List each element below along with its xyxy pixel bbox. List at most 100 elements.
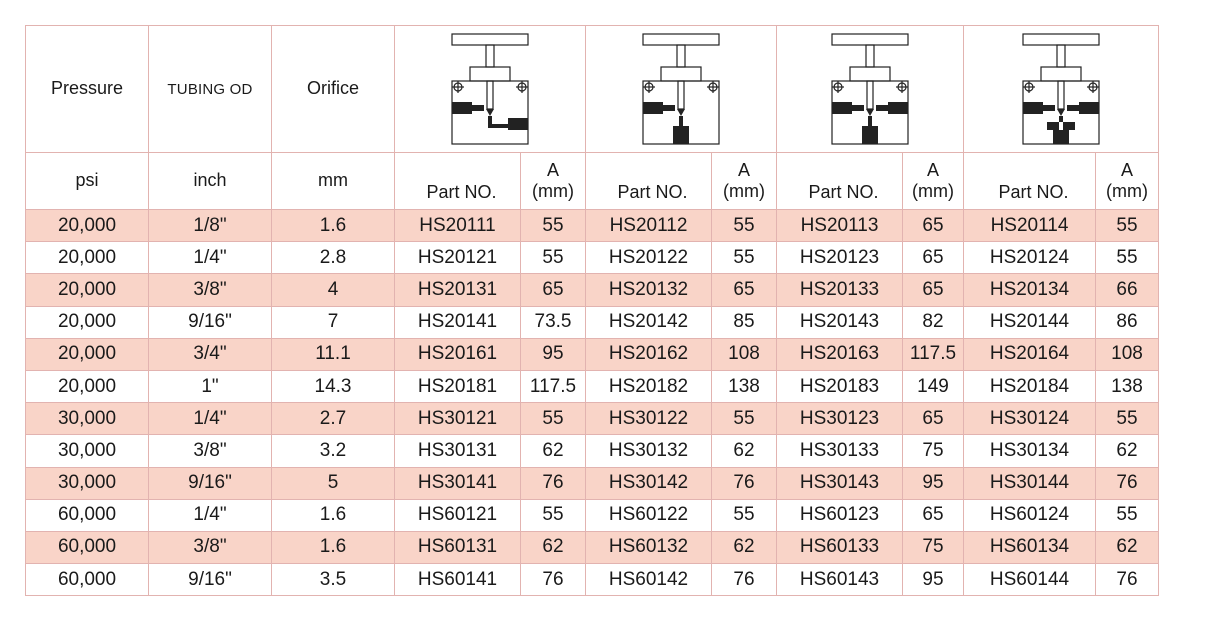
- part-no-cell: HS30124: [963, 402, 1096, 436]
- dimension-a-cell: 73.5: [520, 305, 586, 339]
- pressure-header-label: Pressure: [50, 78, 124, 98]
- tubing-od-cell: 1": [148, 369, 272, 404]
- dimension-a-cell: 55: [520, 402, 586, 436]
- orifice-cell: 3.5: [271, 563, 395, 597]
- part-no-cell: HS30143: [776, 466, 903, 500]
- pressure-cell: 30,000: [25, 434, 149, 468]
- tubing-od-cell: 1/4": [148, 402, 272, 436]
- dimension-a-cell: 138: [1095, 369, 1159, 404]
- psi-unit: psi: [25, 152, 149, 210]
- table-row: 30,000 1/4" 2.7 HS30121 55 HS30122 55 HS30123 65…: [25, 402, 1159, 436]
- table-row: 20,000 1/4" 2.8 HS20121 55 HS20122 55 HS20123 65…: [25, 241, 1159, 275]
- part-no-cell: HS20143: [776, 305, 903, 339]
- tubing-od-cell: 3/4": [148, 337, 272, 371]
- part-no-header-3: Part NO.: [776, 152, 903, 210]
- tubing-od-cell: 3/8": [148, 530, 272, 565]
- part-no-cell: HS20113: [776, 208, 903, 243]
- dimension-a-cell: 65: [902, 402, 964, 436]
- tubing-od-header: TUBING OD: [148, 25, 272, 153]
- orifice-header: Orifice: [271, 25, 395, 153]
- part-no-cell: HS30121: [394, 402, 521, 436]
- dimension-a-cell: 62: [520, 530, 586, 565]
- dimension-a-cell: 55: [520, 241, 586, 275]
- part-no-cell: HS30131: [394, 434, 521, 468]
- part-no-cell: HS60131: [394, 530, 521, 565]
- part-no-cell: HS20182: [585, 369, 712, 404]
- part-no-cell: HS20131: [394, 273, 521, 307]
- dimension-a-cell: 62: [711, 530, 777, 565]
- valve-spec-table: Pressure TUBING OD Orifice: [25, 25, 1159, 597]
- dimension-a-cell: 76: [1095, 466, 1159, 500]
- part-no-cell: HS60133: [776, 530, 903, 565]
- header-row: Pressure TUBING OD Orifice: [25, 25, 1159, 153]
- dimension-a-cell: 62: [520, 434, 586, 468]
- dimension-a-cell: 95: [520, 337, 586, 371]
- dimension-a-cell: 82: [902, 305, 964, 339]
- dimension-a-cell: 66: [1095, 273, 1159, 307]
- part-no-cell: HS60143: [776, 563, 903, 597]
- part-no-label: Part NO.: [617, 181, 688, 202]
- inch-unit: inch: [148, 152, 272, 210]
- part-no-cell: HS60124: [963, 498, 1096, 532]
- dimension-a-cell: 65: [902, 273, 964, 307]
- dimension-a-cell: 75: [902, 434, 964, 468]
- part-no-label: Part NO.: [998, 181, 1069, 202]
- dimension-a-cell: 65: [520, 273, 586, 307]
- part-no-cell: HS30132: [585, 434, 712, 468]
- unit-row: psi inch mm Part NO. A (mm) Part NO. A (mm…: [25, 152, 1159, 210]
- part-no-cell: HS20184: [963, 369, 1096, 404]
- valve-diagram-3-icon: [831, 33, 909, 145]
- orifice-cell: 3.2: [271, 434, 395, 468]
- part-no-header-2: Part NO.: [585, 152, 712, 210]
- part-no-cell: HS60121: [394, 498, 521, 532]
- part-no-cell: HS60141: [394, 563, 521, 597]
- a-label: A: [1120, 160, 1133, 180]
- part-no-cell: HS60144: [963, 563, 1096, 597]
- dimension-a-cell: 62: [1095, 530, 1159, 565]
- part-no-header-4: Part NO.: [963, 152, 1096, 210]
- part-no-label: Part NO.: [426, 181, 497, 202]
- tubing-od-cell: 9/16": [148, 305, 272, 339]
- a-header-3: A (mm): [902, 152, 964, 210]
- dimension-a-cell: 76: [1095, 563, 1159, 597]
- dimension-a-cell: 55: [1095, 208, 1159, 243]
- a-header-2: A (mm): [711, 152, 777, 210]
- orifice-cell: 1.6: [271, 530, 395, 565]
- table-row: 30,000 9/16" 5 HS30141 76 HS30142 76 HS30143 95 H…: [25, 466, 1159, 500]
- part-no-cell: HS20111: [394, 208, 521, 243]
- table-row: 20,000 3/4" 11.1 HS20161 95 HS20162 108 HS20163…: [25, 337, 1159, 371]
- a-unit-label: (mm): [912, 181, 954, 201]
- psi-unit-label: psi: [75, 170, 99, 190]
- dimension-a-cell: 76: [520, 563, 586, 597]
- dimension-a-cell: 55: [711, 241, 777, 275]
- part-no-cell: HS20121: [394, 241, 521, 275]
- part-no-cell: HS30133: [776, 434, 903, 468]
- dimension-a-cell: 76: [711, 563, 777, 597]
- pressure-cell: 60,000: [25, 498, 149, 532]
- part-no-cell: HS20144: [963, 305, 1096, 339]
- tubing-od-cell: 3/8": [148, 434, 272, 468]
- part-no-cell: HS20161: [394, 337, 521, 371]
- orifice-cell: 14.3: [271, 369, 395, 404]
- dimension-a-cell: 76: [520, 466, 586, 500]
- tubing-od-cell: 1/4": [148, 498, 272, 532]
- table-row: 60,000 9/16" 3.5 HS60141 76 HS60142 76 HS60143 9…: [25, 563, 1159, 597]
- dimension-a-cell: 65: [902, 208, 964, 243]
- part-no-header-1: Part NO.: [394, 152, 521, 210]
- dimension-a-cell: 108: [1095, 337, 1159, 371]
- dimension-a-cell: 65: [902, 498, 964, 532]
- dimension-a-cell: 117.5: [520, 369, 586, 404]
- dimension-a-cell: 65: [711, 273, 777, 307]
- pressure-cell: 30,000: [25, 466, 149, 500]
- valve-diagram-cell-4: [963, 25, 1159, 153]
- pressure-cell: 20,000: [25, 305, 149, 339]
- part-no-cell: HS20123: [776, 241, 903, 275]
- table-row: 60,000 1/4" 1.6 HS60121 55 HS60122 55 HS60123 65…: [25, 498, 1159, 532]
- dimension-a-cell: 149: [902, 369, 964, 404]
- table-row: 20,000 1" 14.3 HS20181 117.5 HS20182 138 HS2018…: [25, 369, 1159, 404]
- inch-unit-label: inch: [193, 170, 227, 190]
- dimension-a-cell: 86: [1095, 305, 1159, 339]
- dimension-a-cell: 55: [711, 208, 777, 243]
- dimension-a-cell: 85: [711, 305, 777, 339]
- valve-diagram-cell-3: [776, 25, 964, 153]
